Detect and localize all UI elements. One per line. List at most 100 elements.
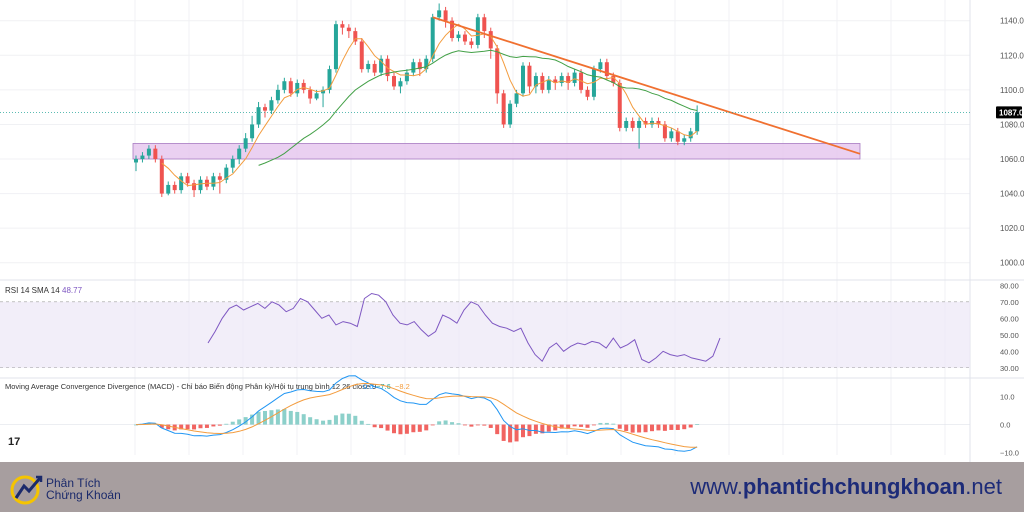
- macd-histogram-bar: [559, 424, 564, 429]
- rsi-tick-label: 30.00: [1000, 364, 1019, 373]
- candle-body: [585, 89, 590, 97]
- candle-body: [185, 176, 190, 184]
- macd-signal-line: [135, 382, 698, 448]
- macd-histogram-bar: [211, 424, 216, 427]
- macd-histogram-bar: [501, 424, 506, 441]
- macd-histogram-bar: [598, 422, 603, 425]
- macd-histogram-bar: [521, 424, 525, 438]
- macd-histogram-bar: [353, 415, 358, 425]
- macd-histogram-bar: [682, 424, 687, 430]
- candle-body: [392, 76, 396, 87]
- candle-body: [553, 79, 558, 83]
- candle-body: [527, 65, 532, 87]
- candle-body: [379, 58, 384, 73]
- candle-body: [269, 100, 274, 111]
- macd-panel: 10.0 0.0 −10.0 Moving Average Convergence D…: [0, 375, 1019, 457]
- macd-histogram-bar: [327, 419, 332, 425]
- macd-histogram-bar: [230, 421, 235, 425]
- candle-body: [488, 31, 493, 49]
- macd-histogram-bar: [443, 420, 448, 425]
- candle-body: [630, 120, 635, 128]
- candle-body: [140, 155, 145, 160]
- candle-body: [495, 48, 500, 94]
- macd-histogram-bar: [243, 417, 248, 425]
- candle-body: [282, 81, 287, 90]
- macd-histogram-bar: [308, 417, 313, 425]
- macd-histogram-bar: [275, 409, 280, 425]
- candle-body: [159, 159, 164, 194]
- candle-body: [224, 167, 229, 180]
- macd-signal-value: −7.6: [376, 382, 391, 391]
- macd-histogram-bar: [340, 413, 345, 425]
- macd-histogram-bar: [295, 411, 300, 425]
- macd-histogram-bar: [540, 424, 545, 434]
- rsi-tick-label: 70.00: [1000, 298, 1019, 307]
- candle-body: [314, 93, 319, 99]
- brand-line-2: Chứng Khoán: [46, 488, 121, 502]
- rsi-tick-label: 80.00: [1000, 281, 1019, 290]
- candle-body: [153, 148, 158, 160]
- macd-histogram-bar: [333, 415, 338, 425]
- candle-body: [521, 65, 525, 94]
- website-url[interactable]: www.phantichchungkhoan.net: [690, 474, 1002, 500]
- candle-body: [437, 10, 442, 18]
- macd-histogram-bar: [411, 424, 416, 433]
- macd-histogram-bar: [217, 424, 222, 426]
- candle-body: [230, 159, 235, 168]
- ma-long-line: [258, 49, 698, 166]
- candle-body: [346, 27, 351, 32]
- macd-histogram-bar: [495, 424, 500, 435]
- price-tick-label: 1080.0: [1000, 120, 1024, 129]
- macd-histogram-bar: [134, 424, 138, 426]
- candle-body: [134, 159, 138, 163]
- candle-body: [675, 131, 680, 142]
- macd-histogram-bar: [417, 424, 422, 432]
- macd-tick-label: 10.0: [1000, 393, 1015, 402]
- macd-histogram-bar: [269, 410, 274, 425]
- macd-histogram-bar: [482, 424, 487, 426]
- macd-histogram-bar: [159, 424, 164, 428]
- macd-histogram-bar: [237, 419, 242, 425]
- macd-histogram-bar: [611, 423, 616, 425]
- rsi-tick-label: 50.00: [1000, 331, 1019, 340]
- macd-histogram-bar: [198, 424, 203, 429]
- candle-body: [237, 148, 242, 160]
- candle-body: [514, 93, 519, 104]
- candle-body: [172, 184, 177, 191]
- price-tick-label: 1140.0: [1000, 17, 1024, 26]
- macd-histogram-bar: [179, 424, 184, 430]
- trendline: [432, 16, 861, 155]
- macd-line: [135, 375, 698, 452]
- rsi-panel: 80.00 70.00 60.00 50.00 40.00 30.00 RSI 14 SMA…: [0, 281, 1019, 373]
- macd-histogram-bar: [314, 419, 319, 425]
- macd-histogram-bar: [514, 424, 519, 442]
- brand[interactable]: Phân Tích Chứng Khoán: [10, 468, 150, 508]
- macd-tick-label: −10.0: [1000, 448, 1019, 457]
- rsi-band: [0, 301, 970, 368]
- price-tick-label: 1060.0: [1000, 155, 1024, 164]
- brand-line-1: Phân Tích: [46, 476, 101, 490]
- macd-histogram-value: −8.2: [395, 382, 410, 391]
- macd-histogram-bar: [688, 424, 693, 428]
- candle-body: [566, 76, 571, 83]
- candle-body: [372, 63, 377, 73]
- candle-body: [643, 120, 648, 125]
- candle-body: [669, 131, 674, 139]
- candle-body: [482, 17, 487, 32]
- stock-chart[interactable]: 1140.0 1120.0 1100.0 1080.0 1060.0 1040.0 1020…: [0, 0, 1024, 462]
- candle-body: [546, 79, 551, 90]
- candle-body: [533, 76, 538, 87]
- chart-canvas[interactable]: 1140.0 1120.0 1100.0 1080.0 1060.0 1040.0 1020…: [0, 0, 1024, 462]
- macd-histogram-bar: [675, 424, 680, 430]
- macd-histogram-bar: [430, 424, 435, 426]
- rsi-tick-label: 60.00: [1000, 314, 1019, 323]
- tradingview-logo: 17: [8, 436, 21, 448]
- candle-body: [333, 24, 338, 70]
- candle-body: [211, 176, 216, 187]
- candle-body: [146, 148, 151, 156]
- macd-histogram-bar: [366, 423, 371, 425]
- candle-body: [411, 62, 416, 73]
- macd-histogram-bar: [450, 422, 455, 425]
- macd-histogram-bar: [695, 424, 700, 425]
- macd-histogram-bar: [585, 424, 590, 428]
